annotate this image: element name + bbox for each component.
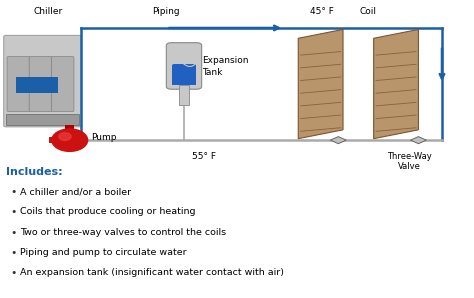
FancyBboxPatch shape — [7, 57, 30, 111]
Polygon shape — [374, 30, 419, 139]
FancyBboxPatch shape — [166, 43, 201, 89]
Circle shape — [52, 129, 88, 151]
Bar — [16, 77, 58, 93]
FancyBboxPatch shape — [4, 35, 82, 127]
Bar — [173, 64, 196, 85]
FancyBboxPatch shape — [51, 57, 74, 111]
Text: Piping: Piping — [153, 7, 180, 16]
Text: •: • — [11, 248, 17, 257]
Text: Two-Way
Valve: Two-Way Valve — [304, 109, 340, 128]
Text: Coils that produce cooling or heating: Coils that produce cooling or heating — [20, 207, 196, 216]
Text: Coil: Coil — [359, 7, 376, 16]
Text: •: • — [11, 207, 17, 218]
Text: 55° F: 55° F — [192, 152, 216, 161]
Text: Expansion
Tank: Expansion Tank — [201, 56, 248, 77]
Text: An expansion tank (insignificant water contact with air): An expansion tank (insignificant water c… — [20, 268, 284, 277]
FancyBboxPatch shape — [29, 57, 52, 111]
Circle shape — [59, 133, 71, 140]
Text: Three-Way
Valve: Three-Way Valve — [387, 152, 431, 171]
Polygon shape — [410, 136, 426, 144]
Text: •: • — [11, 268, 17, 278]
Polygon shape — [298, 30, 343, 139]
Text: Pump: Pump — [91, 133, 117, 142]
Text: Includes:: Includes: — [6, 167, 63, 177]
Bar — [6, 114, 79, 125]
Text: Two or three-way valves to control the coils: Two or three-way valves to control the c… — [20, 228, 227, 237]
Text: •: • — [11, 187, 17, 197]
Text: •: • — [11, 228, 17, 238]
Text: A chiller and/or a boiler: A chiller and/or a boiler — [20, 187, 131, 196]
Bar — [179, 85, 189, 105]
Polygon shape — [330, 136, 346, 144]
Text: 45° F: 45° F — [310, 7, 334, 16]
Text: Piping and pump to circulate water: Piping and pump to circulate water — [20, 248, 187, 257]
Bar — [48, 137, 54, 143]
Text: Chiller: Chiller — [34, 7, 63, 16]
Bar — [65, 125, 74, 130]
